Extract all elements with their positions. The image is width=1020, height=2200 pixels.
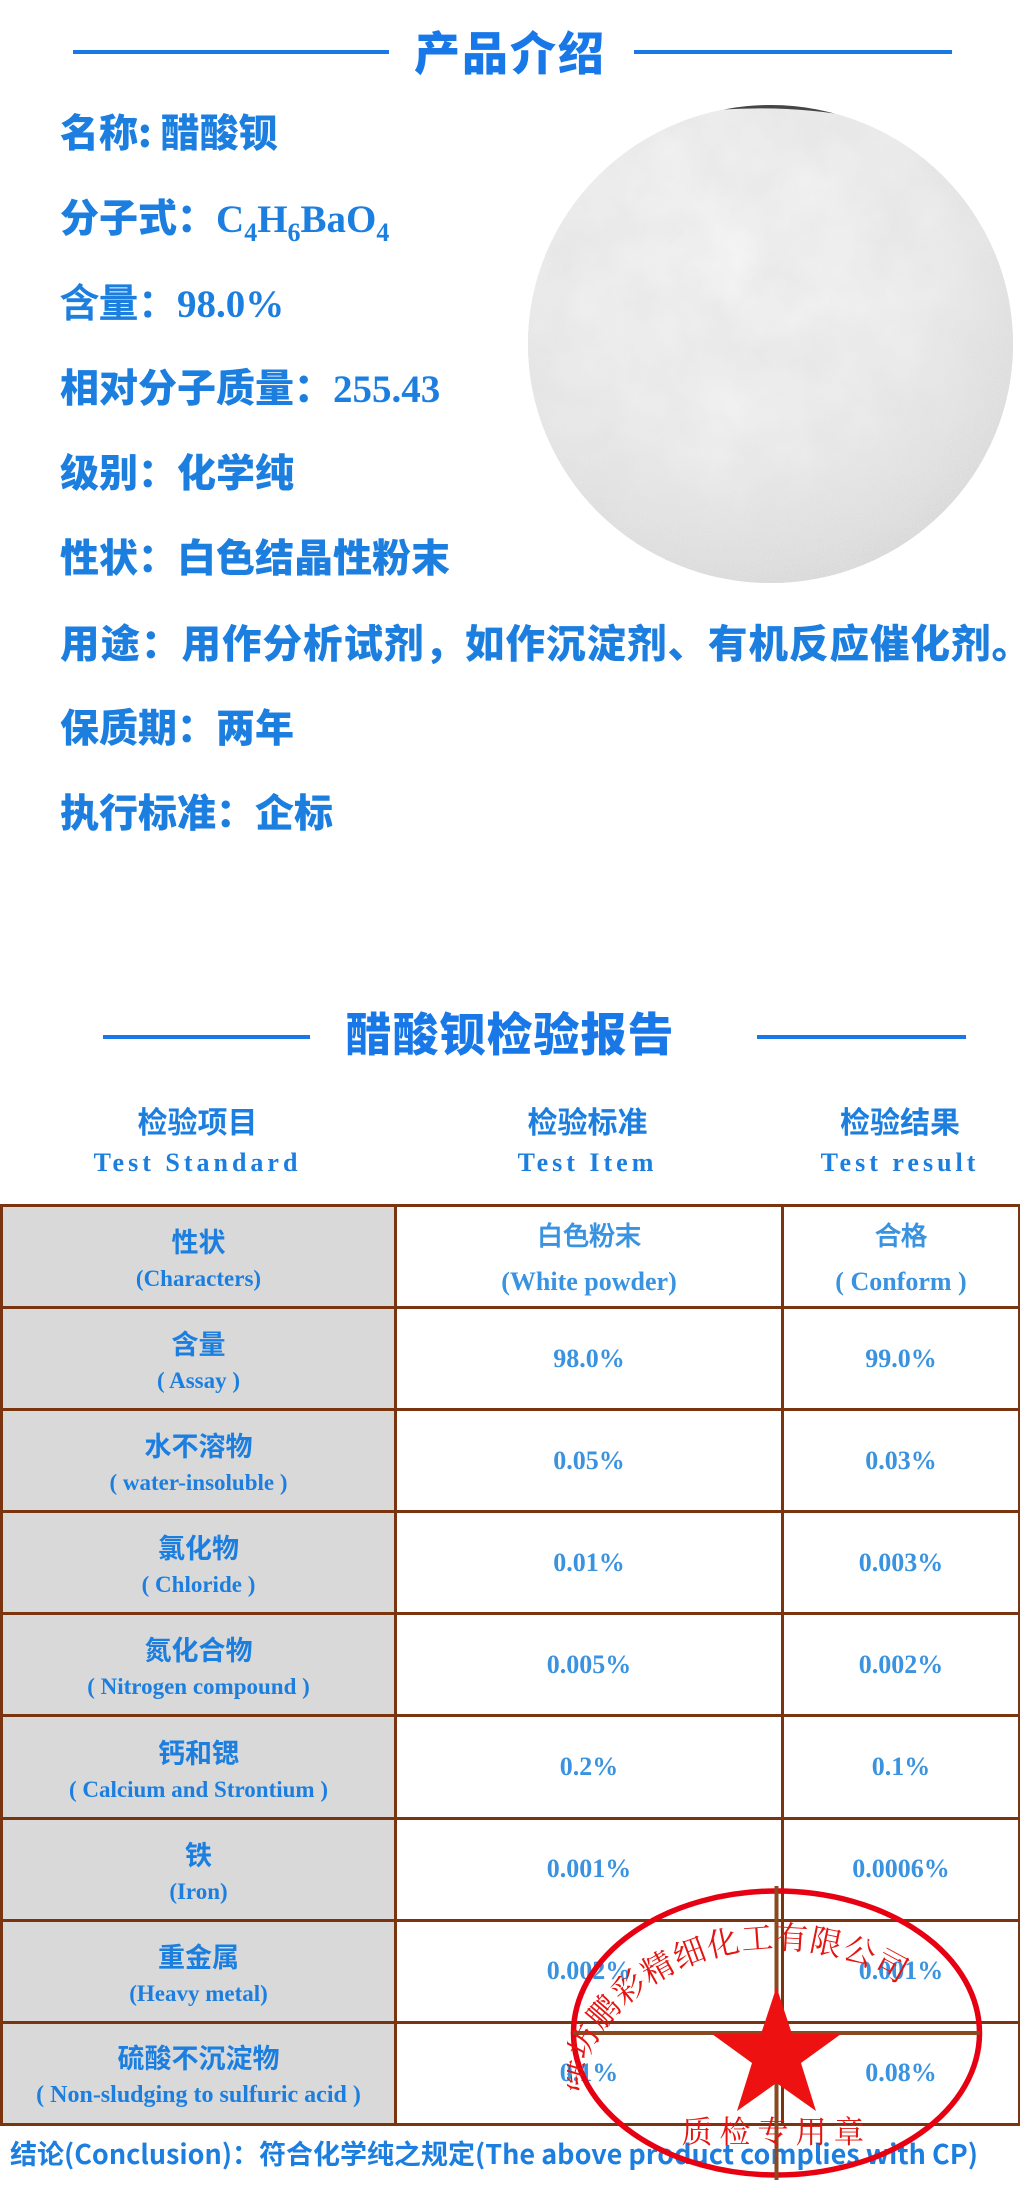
svg-text:质检专用章: 质检专用章 [682, 2107, 872, 2152]
